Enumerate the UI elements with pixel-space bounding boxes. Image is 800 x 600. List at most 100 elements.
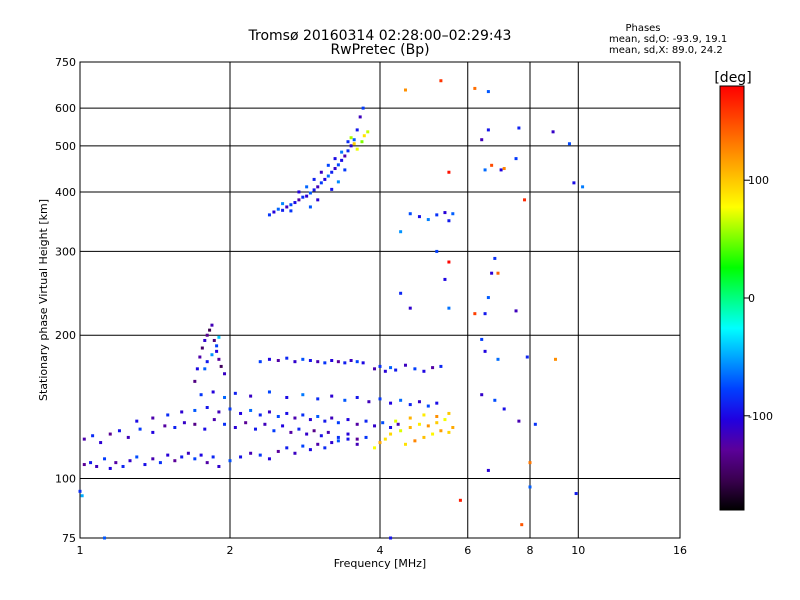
scatter-point [533, 422, 537, 426]
scatter-point [360, 140, 364, 144]
scatter-point [451, 425, 455, 429]
scatter-point [343, 168, 347, 172]
scatter-point [180, 410, 184, 414]
scatter-point [480, 337, 484, 341]
scatter-point [219, 364, 223, 368]
scatter-point [373, 367, 377, 371]
y-tick-label: 400 [55, 186, 76, 199]
scatter-point [349, 358, 353, 362]
scatter-point [193, 422, 197, 426]
scatter-point [473, 86, 477, 90]
scatter-point [408, 306, 412, 310]
colorbar-label: [deg] [714, 70, 751, 86]
scatter-point [233, 391, 237, 395]
scatter-point [373, 446, 377, 450]
scatter-point [439, 364, 443, 368]
scatter-point [364, 419, 368, 423]
scatter-point [447, 260, 451, 264]
scatter-point [403, 442, 407, 446]
scatter-point [514, 309, 518, 313]
scatter-point [316, 360, 320, 364]
scatter-point [323, 419, 327, 423]
colorbar-tick-label: -100 [748, 410, 773, 423]
scatter-point [389, 401, 393, 405]
scatter-point [340, 158, 344, 162]
scatter-point [244, 421, 248, 425]
scatter-point [215, 349, 219, 353]
scatter-point [496, 271, 500, 275]
scatter-point [308, 418, 312, 422]
scatter-point [458, 498, 462, 502]
scatter-point [480, 393, 484, 397]
scatter-point [523, 198, 527, 202]
scatter-point [396, 422, 400, 426]
scatter-point [408, 416, 412, 420]
scatter-point [316, 414, 320, 418]
scatter-point [308, 191, 312, 195]
scatter-point [447, 306, 451, 310]
scatter-point [217, 410, 221, 414]
scatter-point [305, 185, 309, 189]
scatter-point [517, 419, 521, 423]
scatter-point [180, 455, 184, 459]
scatter-point [173, 459, 177, 463]
scatter-point [91, 434, 95, 438]
scatter-point [228, 407, 232, 411]
scatter-point [346, 432, 350, 436]
scatter-point [223, 372, 227, 376]
grid-lines [80, 62, 680, 538]
x-tick-label: 6 [464, 544, 471, 557]
scatter-point [281, 424, 285, 428]
stats-heading: Phases [625, 23, 660, 34]
x-tick-label: 2 [227, 544, 234, 557]
scatter-point [343, 398, 347, 402]
scatter-point [173, 425, 177, 429]
scatter-point [502, 407, 506, 411]
scatter-point [493, 256, 497, 260]
scatter-point [312, 429, 316, 433]
scatter-point [422, 369, 426, 373]
scatter-point [203, 427, 207, 431]
scatter-point [258, 453, 262, 457]
y-tick-label: 500 [55, 140, 76, 153]
scatter-point [223, 422, 227, 426]
scatter-point [431, 432, 435, 436]
scatter-point [323, 361, 327, 365]
scatter-point [330, 170, 334, 174]
scatter-point [408, 425, 412, 429]
scatter-point [135, 455, 139, 459]
scatter-point [394, 368, 398, 372]
scatter-point [249, 394, 253, 398]
y-tick-label: 600 [55, 102, 76, 115]
scatter-point [108, 432, 112, 436]
x-tick-label: 1 [77, 544, 84, 557]
scatter-point [316, 397, 320, 401]
scatter-point [312, 177, 316, 181]
scatter-point [330, 187, 334, 191]
scatter-point [399, 230, 403, 234]
scatter-point [301, 195, 305, 199]
scatter-point [208, 328, 212, 332]
scatter-point [301, 413, 305, 417]
scatter-point [281, 202, 285, 206]
colorbar-tick-label: 0 [748, 292, 755, 305]
y-tick-label: 300 [55, 245, 76, 258]
stats-o-line: mean, sd,O: -93.9, 19.1 [609, 34, 727, 45]
scatter-point [128, 459, 132, 463]
scatter-point [297, 427, 301, 431]
scatter-point [581, 185, 585, 189]
scatter-point [276, 207, 280, 211]
scatter-point [399, 429, 403, 433]
scatter-point [316, 185, 320, 189]
scatter-point [394, 419, 398, 423]
scatter-point [451, 212, 455, 216]
scatter-point [143, 463, 147, 467]
scatter-point [447, 170, 451, 174]
scatter-point [199, 393, 203, 397]
scatter-point [217, 335, 221, 339]
scatter-point [267, 410, 271, 414]
scatter-point [330, 394, 334, 398]
scatter-point [78, 489, 82, 493]
scatter-point [435, 249, 439, 253]
scatter-point [249, 408, 253, 412]
